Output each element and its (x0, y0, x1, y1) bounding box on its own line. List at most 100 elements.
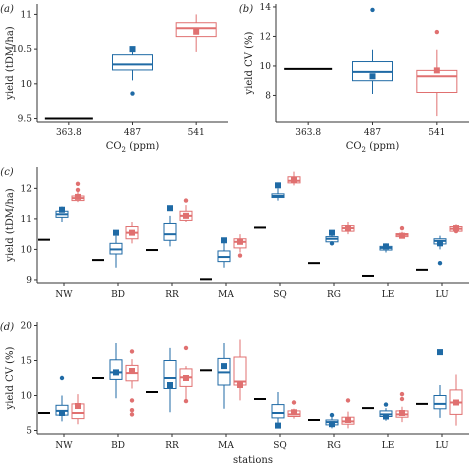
mean-marker (237, 238, 243, 245)
outlier-point (237, 253, 243, 258)
mean-marker (113, 369, 119, 376)
box-RG-487 (325, 412, 339, 429)
mean-marker (129, 46, 136, 53)
y-tick-label: 10 (260, 62, 272, 72)
box-RR-487 (163, 347, 177, 413)
box-LE-541 (395, 391, 409, 423)
mean-marker (129, 368, 135, 374)
mean-marker (275, 182, 281, 189)
x-axis-label: CO2 (ppm) (106, 141, 160, 154)
box-BD-541 (125, 349, 139, 417)
box-co2-487 (352, 7, 393, 94)
x-tick-label: LU (435, 290, 448, 300)
x-tick-label: MA (218, 441, 234, 451)
box-body (163, 360, 177, 389)
panel-label: (d) (0, 322, 14, 333)
box-body (163, 222, 177, 241)
y-tick-label: 12 (21, 184, 32, 194)
y-tick-label: 10 (21, 392, 33, 402)
mean-marker (329, 229, 335, 236)
y-axis-label: yield (tDM/ha) (5, 188, 16, 262)
y-tick-label: 10.5 (12, 45, 32, 55)
box-SQ-541 (287, 400, 301, 419)
outlier-point (383, 402, 389, 407)
x-tick-label: NW (55, 290, 73, 300)
outlier-point (129, 408, 135, 413)
x-tick-label: NW (55, 441, 73, 451)
box-LE-487 (379, 402, 393, 421)
box-LU-541 (449, 374, 463, 426)
box-RG-541 (341, 398, 355, 429)
y-axis-label: yield CV (%) (244, 31, 255, 95)
box-RG-541 (341, 221, 355, 235)
mean-marker (183, 212, 189, 219)
mean-marker (437, 349, 443, 356)
y-axis-label: yield (tDM/ha) (5, 26, 16, 100)
mean-marker (193, 28, 200, 35)
y-tick-label: 15 (21, 357, 33, 367)
box-body (416, 69, 458, 93)
mean-marker (167, 382, 173, 388)
x-tick-label: RG (327, 441, 341, 451)
mean-marker (129, 229, 135, 236)
box-BD-487 (109, 229, 123, 268)
mean-marker (75, 193, 81, 200)
y-tick-label: 12 (260, 32, 271, 42)
outlier-point (75, 181, 81, 186)
mean-marker (291, 409, 297, 416)
x-tick-label: BD (111, 441, 125, 451)
box-MA-487 (217, 237, 231, 268)
y-axis-label: yield CV (%) (5, 346, 16, 410)
y-tick-label: 11 (21, 215, 32, 225)
box-LU-541 (449, 224, 463, 234)
y-tick-label: 9.5 (18, 115, 33, 125)
mean-marker (59, 410, 65, 416)
x-tick-label: 541 (428, 128, 445, 138)
box-RR-541 (179, 345, 193, 404)
outlier-point (129, 398, 135, 403)
mean-marker (345, 417, 351, 423)
y-tick-label: 8 (265, 91, 271, 101)
mean-marker (275, 422, 281, 429)
outlier-point (129, 349, 135, 354)
box-NW-487 (55, 375, 69, 422)
box-BD-487 (109, 343, 123, 399)
mean-marker (221, 237, 227, 244)
y-tick-label: 10 (21, 80, 33, 90)
x-tick-label: 487 (124, 128, 141, 138)
x-tick-label: BD (111, 290, 125, 300)
x-tick-label: MA (218, 290, 234, 300)
outlier-point (437, 260, 443, 266)
mean-marker (329, 421, 335, 428)
box-LU-487 (433, 235, 447, 266)
box-NW-541 (71, 181, 85, 203)
x-tick-label: 363.8 (56, 128, 82, 138)
box-NW-541 (71, 394, 85, 425)
panel-label: (c) (0, 167, 14, 178)
box-LU-487 (433, 349, 447, 418)
outlier-point (129, 412, 135, 417)
box-MA-541 (233, 234, 247, 258)
x-tick-label: RG (327, 290, 341, 300)
outlier-point (399, 396, 405, 402)
outlier-point (399, 225, 405, 231)
panel-label: (b) (239, 4, 253, 15)
mean-marker (237, 382, 243, 388)
x-tick-label: RR (165, 290, 179, 300)
mean-marker (59, 206, 65, 213)
x-tick-label: SQ (273, 290, 287, 300)
outlier-point (183, 398, 189, 404)
outlier-point (399, 391, 405, 397)
x-axis-label: CO2 (ppm) (346, 141, 400, 154)
mean-marker (383, 243, 389, 250)
outlier-point (434, 29, 440, 35)
box-body (112, 54, 153, 71)
box-co2-487 (112, 46, 153, 96)
x-tick-label: 487 (364, 128, 381, 138)
x-tick-label: LU (435, 441, 448, 451)
mean-marker (75, 403, 81, 409)
mean-marker (291, 176, 297, 183)
x-tick-label: 541 (188, 128, 205, 138)
y-tick-label: 9 (26, 276, 32, 286)
